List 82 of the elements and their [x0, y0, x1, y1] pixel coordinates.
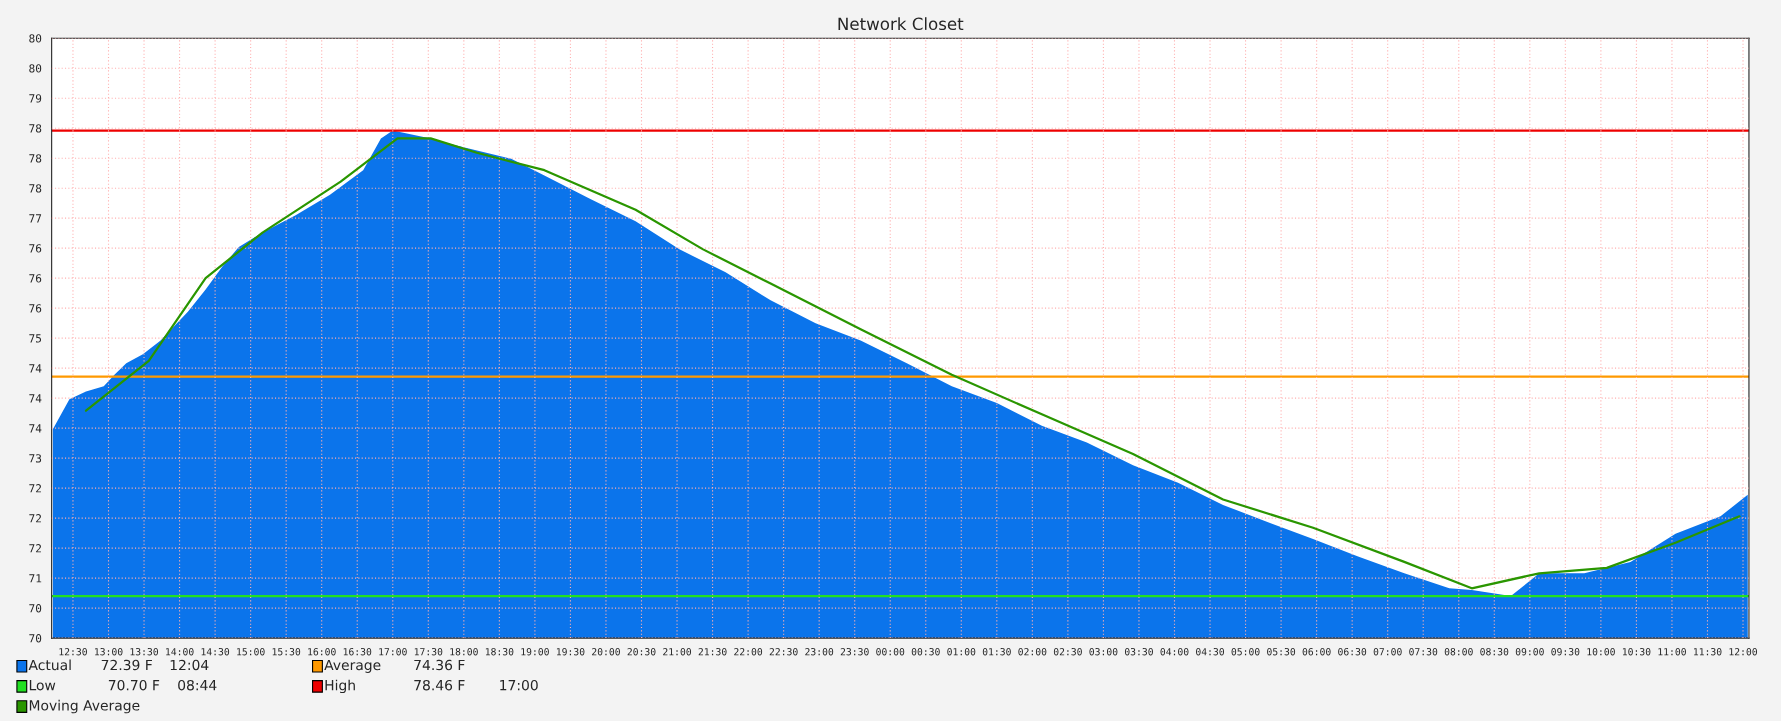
x-tick-label: 22:00 [734, 648, 763, 656]
y-tick-label: 80 [29, 34, 42, 43]
x-tick-label: 10:30 [1622, 648, 1651, 656]
legend-label: Average [324, 659, 381, 673]
x-tick-label: 04:30 [1196, 648, 1225, 656]
x-tick-label: 02:00 [1018, 648, 1047, 656]
x-tick-label: 12:00 [1729, 648, 1758, 656]
y-tick-label: 71 [29, 574, 42, 583]
text: 12:04 [170, 659, 209, 671]
x-tick-label: 11:00 [1658, 648, 1686, 656]
x-tick-label: 03:00 [1089, 648, 1118, 656]
x-tick-label: 00:00 [876, 648, 905, 656]
x-tick-label: 01:00 [947, 648, 976, 656]
x-tick-label: 07:00 [1373, 648, 1402, 656]
y-tick-label: 72 [29, 514, 41, 523]
x-tick-label: 13:30 [130, 648, 159, 656]
y-tick-label: 77 [29, 214, 42, 223]
text: 08:44 [178, 679, 217, 691]
y-tick-label: 73 [29, 454, 42, 463]
x-tick-label: 20:30 [627, 648, 656, 656]
y-tick-label: 70 [29, 604, 42, 613]
legend-label: Low [29, 680, 56, 691]
y-tick-label: 75 [29, 334, 42, 343]
text: 78.46 F [414, 679, 465, 691]
x-tick-label: 19:00 [521, 648, 549, 656]
x-tick-label: 06:30 [1338, 648, 1367, 656]
legend-label: Actual [28, 659, 71, 671]
y-tick-label: 78 [29, 124, 42, 133]
y-tick-label: 74 [29, 364, 42, 373]
x-tick-label: 13:00 [95, 648, 123, 656]
y-tick-label: 70 [29, 634, 42, 643]
text: 74.36 F [414, 659, 465, 671]
text: 70.70 F [108, 679, 160, 691]
chart-title: Network Closet [838, 17, 964, 31]
y-tick-label: 76 [29, 274, 42, 283]
x-tick-label: 18:30 [485, 648, 514, 656]
y-tick-label: 72 [29, 544, 41, 553]
x-tick-label: 19:30 [556, 648, 585, 656]
x-tick-label: 04:00 [1160, 648, 1189, 656]
x-tick-label: 17:00 [379, 648, 407, 656]
x-tick-label: 23:00 [805, 648, 834, 656]
x-tick-label: 06:00 [1302, 648, 1331, 656]
y-tick-label: 72 [29, 484, 41, 493]
x-tick-label: 15:30 [272, 648, 301, 656]
text: 17:00 [500, 679, 538, 691]
x-tick-label: 17:30 [414, 648, 443, 656]
x-tick-label: 12:30 [59, 648, 87, 656]
y-tick-label: 74 [29, 394, 42, 403]
x-tick-label: 10:00 [1587, 648, 1615, 656]
x-tick-label: 08:30 [1480, 648, 1509, 656]
x-tick-label: 03:30 [1124, 648, 1153, 656]
x-tick-label: 16:30 [343, 648, 372, 656]
x-tick-label: 20:00 [592, 648, 620, 656]
text: 72.39 F [101, 659, 152, 671]
x-tick-label: 16:00 [308, 648, 336, 656]
legend-label: High [325, 679, 355, 694]
y-tick-label: 78 [29, 184, 42, 193]
x-tick-label: 21:30 [698, 648, 727, 656]
x-tick-label: 21:00 [663, 648, 692, 656]
x-tick-label: 01:30 [982, 648, 1011, 656]
x-tick-label: 23:30 [840, 648, 869, 656]
y-tick-label: 79 [29, 94, 42, 103]
y-tick-label: 76 [29, 244, 42, 253]
y-tick-label: 74 [29, 424, 42, 433]
x-tick-label: 14:30 [201, 648, 230, 656]
x-tick-label: 05:00 [1231, 648, 1260, 656]
y-tick-label: 78 [29, 154, 42, 163]
x-tick-label: 11:30 [1694, 648, 1722, 656]
x-tick-label: 15:00 [237, 648, 265, 656]
x-tick-label: 02:30 [1053, 648, 1082, 656]
x-tick-label: 14:00 [166, 648, 194, 656]
x-tick-label: 05:30 [1267, 648, 1296, 656]
x-tick-label: 09:00 [1515, 648, 1544, 656]
x-tick-label: 18:00 [450, 648, 478, 656]
x-tick-label: 08:00 [1444, 648, 1473, 656]
x-tick-label: 22:30 [769, 648, 798, 656]
x-tick-label: 09:30 [1551, 648, 1580, 656]
y-tick-label: 80 [29, 64, 42, 73]
x-tick-label: 07:30 [1409, 648, 1438, 656]
y-tick-label: 76 [29, 304, 42, 313]
x-tick-label: 00:30 [911, 648, 940, 656]
legend-label: Moving Average [29, 699, 140, 714]
